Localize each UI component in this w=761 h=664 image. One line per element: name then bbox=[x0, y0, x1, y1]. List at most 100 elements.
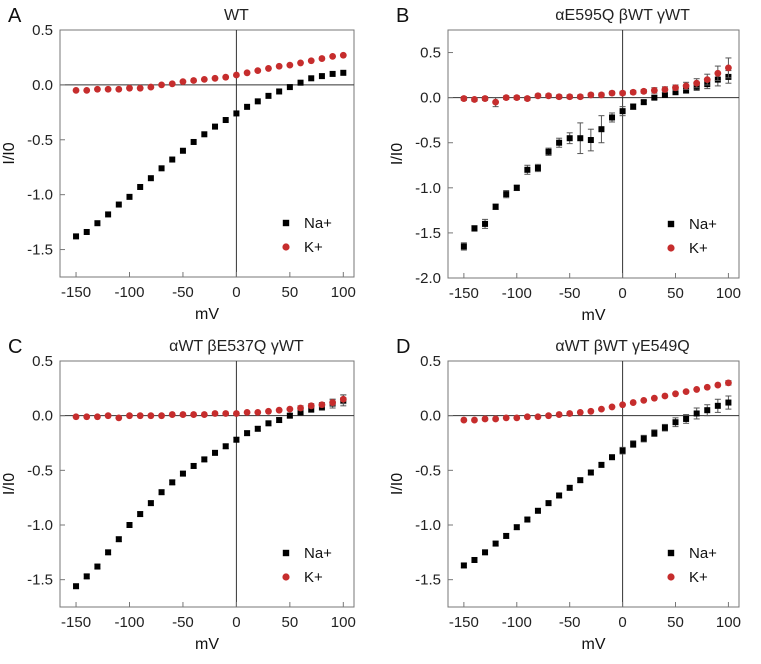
data-point-na bbox=[640, 99, 647, 106]
panel-letter: B bbox=[396, 5, 409, 27]
data-point-na bbox=[598, 461, 605, 468]
data-point-k bbox=[714, 69, 722, 77]
legend-label: Na+ bbox=[689, 545, 717, 562]
data-point-k bbox=[703, 76, 711, 83]
data-point-k bbox=[587, 407, 595, 415]
data-point-na bbox=[105, 211, 112, 218]
series-k bbox=[460, 57, 732, 108]
data-point-k bbox=[513, 94, 521, 102]
data-point-k bbox=[566, 93, 574, 101]
data-point-k bbox=[243, 69, 251, 77]
y-tick-label: -0.5 bbox=[415, 135, 441, 152]
data-point-k bbox=[672, 84, 679, 92]
data-point-k bbox=[693, 79, 701, 87]
data-point-na bbox=[254, 98, 261, 105]
data-point-k bbox=[190, 411, 198, 418]
y-tick-label: 0.5 bbox=[32, 353, 53, 370]
y-tick-label: -0.5 bbox=[27, 462, 53, 479]
data-point-k bbox=[254, 408, 262, 416]
data-point-na bbox=[513, 184, 520, 191]
data-point-na bbox=[577, 477, 584, 484]
y-tick-label: -1.5 bbox=[27, 572, 53, 589]
data-point-k bbox=[307, 57, 315, 65]
data-point-k bbox=[297, 404, 304, 412]
x-axis-label: mV bbox=[582, 307, 606, 324]
x-tick-label: -150 bbox=[61, 614, 91, 631]
data-point-na bbox=[672, 419, 679, 426]
data-point-na bbox=[115, 536, 122, 543]
chart-panel-a: A WT -150 -100 -50 0 50 100 -1.5 -1.0 -0.5 0.0 0.5 mV… bbox=[1, 5, 356, 323]
data-point-k bbox=[222, 73, 230, 81]
data-point-na bbox=[683, 87, 690, 94]
data-point-k bbox=[72, 413, 80, 421]
data-point-na bbox=[524, 516, 531, 523]
data-point-k bbox=[661, 86, 669, 93]
data-point-na bbox=[609, 114, 616, 121]
data-point-na bbox=[693, 410, 700, 417]
data-point-k bbox=[94, 85, 101, 93]
data-point-na bbox=[244, 430, 251, 437]
series-k bbox=[72, 51, 347, 94]
data-point-na bbox=[318, 73, 325, 80]
x-tick-label: 0 bbox=[618, 285, 626, 302]
data-point-k bbox=[481, 415, 489, 423]
x-tick-label: 100 bbox=[716, 285, 741, 302]
data-point-na bbox=[212, 123, 219, 130]
data-point-k bbox=[703, 383, 711, 391]
data-point-k bbox=[104, 85, 112, 93]
data-point-k bbox=[126, 84, 133, 92]
y-axis-label: I/I0 bbox=[389, 473, 406, 495]
data-point-na bbox=[587, 137, 594, 144]
data-point-na bbox=[286, 412, 293, 419]
data-point-k bbox=[307, 402, 315, 410]
data-point-k bbox=[115, 85, 123, 93]
data-point-k bbox=[608, 89, 616, 97]
data-point-k bbox=[286, 405, 294, 413]
x-tick-label: -50 bbox=[172, 614, 194, 631]
data-point-k bbox=[83, 86, 91, 94]
data-point-k bbox=[318, 55, 326, 62]
legend-marker-k bbox=[667, 244, 675, 252]
legend-marker-k bbox=[282, 573, 290, 581]
data-point-na bbox=[482, 220, 489, 227]
plot-frame bbox=[447, 29, 740, 279]
data-point-k bbox=[682, 388, 690, 396]
x-tick-label: 0 bbox=[232, 284, 240, 301]
data-point-k bbox=[190, 77, 198, 84]
data-point-k bbox=[168, 411, 176, 418]
x-tick-label: -50 bbox=[172, 284, 194, 301]
y-tick-label: -1.0 bbox=[27, 187, 53, 204]
data-point-k bbox=[126, 412, 133, 420]
data-point-k bbox=[576, 408, 584, 416]
data-point-na bbox=[158, 489, 165, 496]
data-point-na bbox=[513, 524, 520, 531]
data-point-k bbox=[555, 93, 563, 101]
series-na bbox=[73, 69, 347, 240]
data-point-na bbox=[725, 399, 732, 406]
data-point-na bbox=[244, 103, 251, 110]
data-point-na bbox=[619, 108, 626, 115]
data-point-k bbox=[534, 413, 542, 421]
data-point-na bbox=[534, 164, 541, 171]
data-point-k bbox=[275, 406, 283, 414]
data-point-na bbox=[545, 500, 552, 507]
legend-label: Na+ bbox=[304, 215, 332, 232]
legend-label: K+ bbox=[304, 239, 323, 256]
data-point-k bbox=[83, 413, 91, 421]
data-point-na bbox=[524, 166, 531, 173]
data-point-na bbox=[661, 91, 668, 98]
data-point-na bbox=[169, 156, 176, 163]
data-point-na bbox=[73, 233, 80, 240]
x-tick-label: 50 bbox=[667, 614, 684, 631]
data-point-na bbox=[179, 470, 186, 477]
data-point-na bbox=[651, 430, 658, 437]
data-point-k bbox=[460, 95, 468, 102]
data-point-na bbox=[471, 225, 478, 232]
data-point-na bbox=[73, 583, 80, 590]
data-point-na bbox=[212, 449, 219, 456]
data-point-k bbox=[545, 412, 552, 420]
data-point-na bbox=[297, 409, 304, 416]
data-point-k bbox=[682, 82, 690, 90]
data-point-na bbox=[179, 147, 186, 154]
legend-label: K+ bbox=[689, 240, 708, 257]
